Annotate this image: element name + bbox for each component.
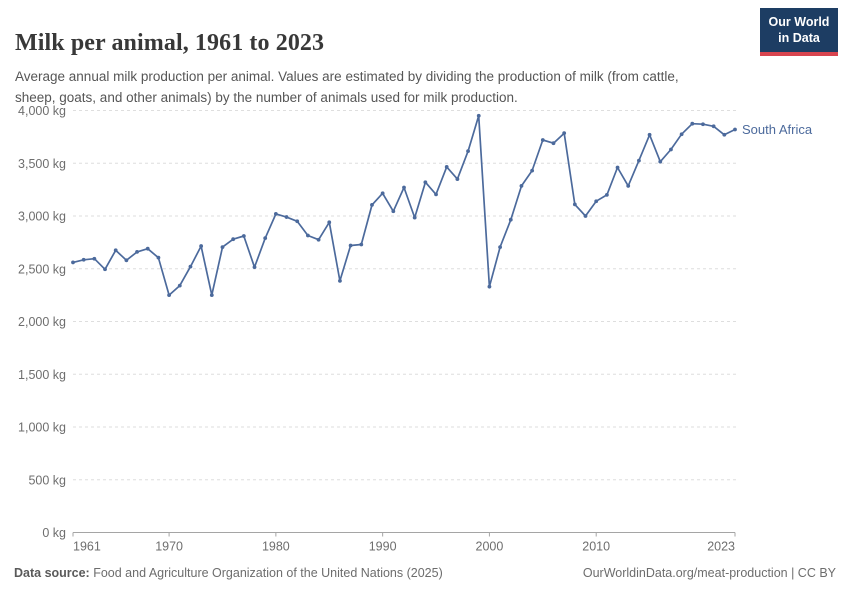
data-point[interactable] [231,237,236,242]
x-tick-label: 2000 [476,540,504,554]
y-tick-label: 0 kg [42,526,66,540]
x-tick-label: 2010 [582,540,610,554]
y-tick-label: 500 kg [28,473,66,487]
data-point[interactable] [252,265,257,270]
data-point[interactable] [690,121,695,126]
entity-label[interactable]: South Africa [742,122,813,137]
data-point[interactable] [295,219,300,224]
data-point[interactable] [434,192,438,197]
data-point[interactable] [402,185,406,190]
data-point[interactable] [124,258,129,263]
data-source-text: Food and Agriculture Organization of the… [93,566,443,580]
data-point[interactable] [188,264,193,269]
data-point[interactable] [508,217,513,222]
owid-logo-line2: in Data [778,30,820,45]
data-point[interactable] [711,124,716,129]
data-point[interactable] [306,233,310,238]
data-point[interactable] [209,293,214,298]
data-point[interactable] [220,245,225,250]
footer: Data source: Food and Agriculture Organi… [14,566,836,580]
data-point[interactable] [572,202,577,207]
data-point[interactable] [626,184,631,188]
data-point[interactable] [519,184,524,188]
data-point[interactable] [348,243,353,248]
data-point[interactable] [113,248,118,253]
data-point[interactable] [637,158,641,163]
page-subtitle: Average annual milk production per anima… [15,68,679,106]
x-tick-label: 1980 [262,540,290,554]
y-tick-label: 3,500 kg [18,157,66,171]
credit-link[interactable]: OurWorldinData.org/meat-production | CC … [582,566,836,580]
owid-logo-line1: Our World [768,15,830,29]
data-point[interactable] [156,255,161,260]
data-point[interactable] [604,193,609,197]
data-point[interactable] [103,267,107,272]
data-point[interactable] [263,236,268,241]
y-tick-label: 1,500 kg [18,368,66,382]
data-point[interactable] [71,260,75,265]
x-tick-label: 2023 [707,540,735,554]
y-tick-label: 1,000 kg [18,421,66,435]
data-point[interactable] [167,293,171,298]
data-point[interactable] [370,203,374,207]
data-point[interactable] [722,132,727,137]
data-point[interactable] [423,180,428,185]
data-point[interactable] [412,215,417,220]
y-tick-label: 3,000 kg [18,210,66,224]
data-point[interactable] [530,168,535,173]
x-tick-label: 1961 [73,540,101,554]
data-point[interactable] [284,215,289,219]
data-point[interactable] [466,149,470,154]
data-point[interactable] [92,256,97,261]
data-point[interactable] [487,284,492,289]
data-point[interactable] [338,278,342,283]
data-line[interactable] [72,114,736,296]
data-point[interactable] [327,220,332,225]
data-point[interactable] [615,165,620,170]
data-point[interactable] [316,237,321,242]
data-point[interactable] [562,131,567,136]
data-point[interactable] [380,191,385,196]
data-point[interactable] [498,245,502,250]
data-point[interactable] [145,246,150,251]
data-point[interactable] [359,242,364,247]
x-tick-label: 1990 [369,540,397,554]
data-point[interactable] [583,214,588,218]
data-point[interactable] [241,234,246,238]
data-point[interactable] [199,244,204,248]
data-source-label: Data source: [14,566,90,580]
data-point[interactable] [135,249,139,254]
data-point[interactable] [594,199,599,204]
page-title: Milk per animal, 1961 to 2023 [15,30,325,57]
data-point[interactable] [540,138,545,142]
data-point[interactable] [455,177,460,181]
data-point[interactable] [391,209,396,214]
data-point[interactable] [81,257,86,262]
y-tick-label: 4,000 kg [18,104,66,118]
y-tick-label: 2,500 kg [18,262,66,276]
owid-logo[interactable]: Our World in Data [760,8,838,57]
data-point[interactable] [177,283,182,288]
data-point[interactable] [658,159,663,164]
data-point[interactable] [669,147,673,152]
data-point[interactable] [647,132,652,137]
data-point[interactable] [733,127,737,132]
x-tick-label: 1970 [155,540,183,554]
data-point[interactable] [273,211,278,216]
data-source-line: Data source: Food and Agriculture Organi… [14,566,443,580]
data-point[interactable] [679,132,684,137]
data-point[interactable] [476,113,481,118]
data-point[interactable] [551,141,556,146]
y-tick-label: 2,000 kg [18,315,66,329]
data-point[interactable] [444,165,449,169]
data-point[interactable] [701,122,705,127]
